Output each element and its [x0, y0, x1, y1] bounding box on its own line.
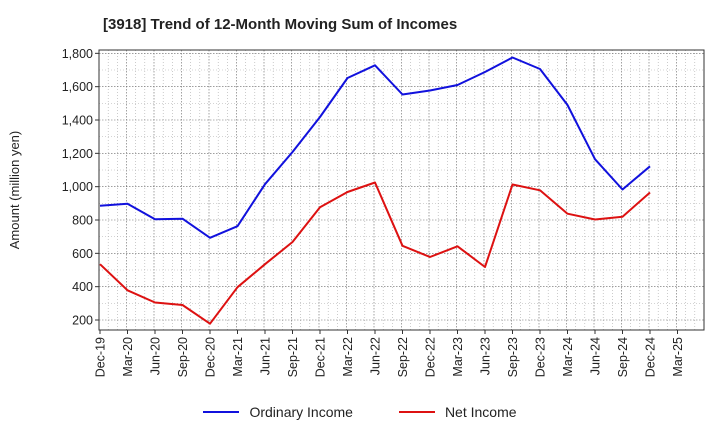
y-tick-label: 800: [72, 214, 93, 228]
legend-item-ordinary-income: Ordinary Income: [203, 404, 353, 420]
x-tick-label: Dec-19: [94, 337, 108, 377]
legend-swatch-net-income: [398, 411, 435, 413]
plot-area: [99, 50, 704, 330]
legend-item-net-income: Net Income: [398, 404, 517, 420]
chart-title: [3918] Trend of 12-Month Moving Sum of I…: [103, 16, 458, 33]
x-tick-label: Jun-24: [589, 337, 603, 375]
x-tick-label: Mar-20: [121, 337, 135, 377]
x-tick-label: Sep-21: [286, 337, 300, 377]
legend-label-net-income: Net Income: [444, 404, 517, 420]
y-tick-label: 600: [72, 247, 93, 261]
x-tick-label: Dec-22: [424, 337, 438, 377]
x-tick-label: Jun-21: [259, 337, 273, 375]
y-tick-label: 1,800: [62, 47, 93, 61]
y-tick-label: 200: [72, 314, 93, 328]
x-tick-label: Sep-24: [616, 337, 630, 377]
y-tick-label: 400: [72, 280, 93, 294]
x-tick-label: Dec-24: [644, 337, 658, 377]
x-tick-label: Sep-22: [396, 337, 410, 377]
x-tick-label: Sep-20: [176, 337, 190, 377]
series-line-ordinary-income: [99, 56, 651, 239]
y-tick-label: 1,400: [62, 114, 93, 128]
y-tick-label: 1,200: [62, 147, 93, 161]
x-tick-label: Mar-21: [231, 337, 245, 377]
x-tick-label: Mar-22: [341, 337, 355, 377]
x-tick-label: Sep-23: [506, 337, 520, 377]
y-tick-label: 1,000: [62, 180, 93, 194]
x-tick-label: Dec-20: [204, 337, 218, 377]
x-tick-label: Dec-21: [314, 337, 328, 377]
x-tick-label: Dec-23: [534, 337, 548, 377]
y-tick-label: 1,600: [62, 80, 93, 94]
x-tick-label: Mar-24: [561, 337, 575, 377]
x-tick-label: Jun-23: [479, 337, 493, 375]
y-axis-label: Amount (million yen): [7, 131, 22, 250]
x-tick-label: Jun-20: [149, 337, 163, 375]
legend-label-ordinary-income: Ordinary Income: [249, 404, 353, 420]
legend-swatch-ordinary-income: [203, 411, 240, 413]
x-tick-label: Jun-22: [369, 337, 383, 375]
x-tick-label: Mar-23: [451, 337, 465, 377]
chart-legend: Ordinary Income Net Income: [0, 404, 720, 420]
x-tick-label: Mar-25: [671, 337, 685, 377]
plot-frame: [98, 49, 705, 331]
